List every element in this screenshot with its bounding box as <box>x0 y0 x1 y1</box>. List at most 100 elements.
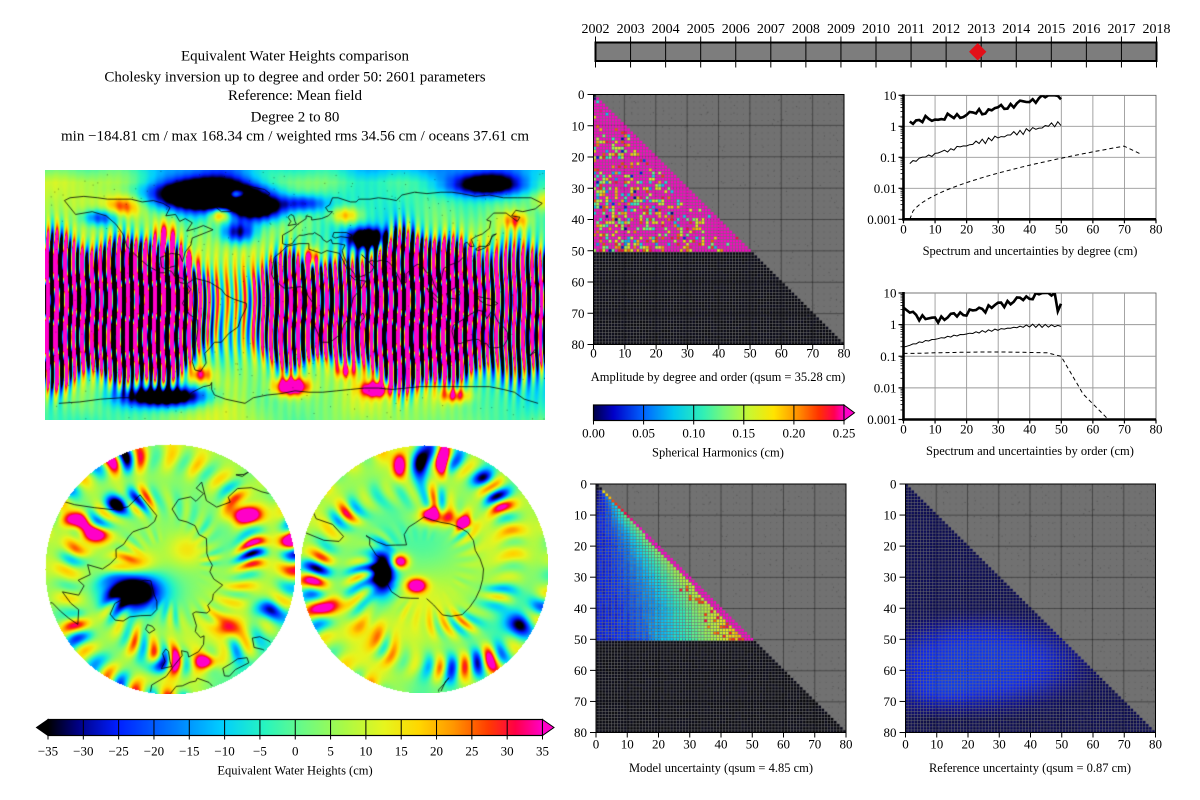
svg-text:10: 10 <box>359 744 372 759</box>
svg-text:30: 30 <box>992 422 1005 437</box>
svg-text:2007: 2007 <box>757 22 785 37</box>
svg-text:0: 0 <box>581 477 588 492</box>
svg-text:80: 80 <box>572 337 585 352</box>
svg-text:2013: 2013 <box>967 22 995 37</box>
svg-text:80: 80 <box>884 725 897 740</box>
svg-text:0.01: 0.01 <box>874 181 897 196</box>
svg-text:2004: 2004 <box>652 22 680 37</box>
svg-text:0: 0 <box>590 346 597 361</box>
svg-text:30: 30 <box>683 737 696 752</box>
svg-text:20: 20 <box>960 422 973 437</box>
svg-text:2002: 2002 <box>582 22 610 37</box>
svg-text:0.10: 0.10 <box>682 426 705 441</box>
svg-text:80: 80 <box>1150 422 1163 437</box>
svg-text:70: 70 <box>1118 422 1131 437</box>
svg-text:2008: 2008 <box>792 22 820 37</box>
svg-text:Model uncertainty (qsum = 4.85: Model uncertainty (qsum = 4.85 cm) <box>629 761 813 775</box>
svg-text:Equivalent Water Heights (cm): Equivalent Water Heights (cm) <box>217 764 372 778</box>
svg-text:20: 20 <box>430 744 443 759</box>
svg-text:60: 60 <box>1086 222 1099 237</box>
svg-text:2015: 2015 <box>1037 22 1065 37</box>
svg-text:−5: −5 <box>253 744 267 759</box>
svg-text:0: 0 <box>578 87 585 102</box>
svg-text:50: 50 <box>1055 737 1068 752</box>
svg-text:2003: 2003 <box>617 22 645 37</box>
svg-text:20: 20 <box>650 346 663 361</box>
svg-text:0.001: 0.001 <box>867 212 896 227</box>
svg-text:0.25: 0.25 <box>833 426 856 441</box>
svg-text:0: 0 <box>890 477 897 492</box>
svg-text:80: 80 <box>840 737 853 752</box>
svg-text:70: 70 <box>806 346 819 361</box>
svg-text:2006: 2006 <box>722 22 750 37</box>
svg-text:10: 10 <box>884 286 897 301</box>
svg-text:40: 40 <box>572 212 585 227</box>
svg-text:15: 15 <box>395 744 408 759</box>
svg-text:10: 10 <box>929 422 942 437</box>
svg-text:70: 70 <box>1118 222 1131 237</box>
svg-text:2005: 2005 <box>687 22 715 37</box>
svg-text:0.05: 0.05 <box>632 426 655 441</box>
svg-text:Degree 2 to 80: Degree 2 to 80 <box>251 110 340 126</box>
svg-text:40: 40 <box>574 601 587 616</box>
svg-text:70: 70 <box>572 306 585 321</box>
svg-text:2014: 2014 <box>1002 22 1030 37</box>
svg-text:70: 70 <box>808 737 821 752</box>
svg-text:min −184.81 cm / max 168.34 cm: min −184.81 cm / max 168.34 cm / weighte… <box>61 129 529 145</box>
svg-text:40: 40 <box>715 737 728 752</box>
svg-text:30: 30 <box>572 181 585 196</box>
svg-text:2016: 2016 <box>1072 22 1100 37</box>
svg-text:60: 60 <box>777 737 790 752</box>
svg-text:60: 60 <box>572 275 585 290</box>
svg-text:2012: 2012 <box>932 22 960 37</box>
svg-text:0.15: 0.15 <box>732 426 755 441</box>
svg-text:40: 40 <box>1024 737 1037 752</box>
svg-text:10: 10 <box>930 737 943 752</box>
svg-text:20: 20 <box>884 539 897 554</box>
svg-text:10: 10 <box>618 346 631 361</box>
svg-text:20: 20 <box>574 539 587 554</box>
svg-text:20: 20 <box>572 150 585 165</box>
svg-text:2018: 2018 <box>1143 22 1171 37</box>
svg-text:0.001: 0.001 <box>867 412 896 427</box>
svg-text:30: 30 <box>501 744 514 759</box>
svg-text:Spherical Harmonics (cm): Spherical Harmonics (cm) <box>652 446 784 460</box>
svg-text:25: 25 <box>465 744 478 759</box>
svg-text:30: 30 <box>884 570 897 585</box>
svg-text:35: 35 <box>536 744 549 759</box>
svg-text:20: 20 <box>960 222 973 237</box>
svg-text:−15: −15 <box>179 744 199 759</box>
svg-text:30: 30 <box>574 570 587 585</box>
svg-text:2010: 2010 <box>862 22 890 37</box>
svg-text:0.1: 0.1 <box>880 349 896 364</box>
svg-text:50: 50 <box>1055 222 1068 237</box>
svg-text:30: 30 <box>681 346 694 361</box>
svg-text:10: 10 <box>574 508 587 523</box>
svg-text:2009: 2009 <box>827 22 855 37</box>
svg-text:30: 30 <box>993 737 1006 752</box>
svg-text:0.1: 0.1 <box>880 150 896 165</box>
svg-text:70: 70 <box>1118 737 1131 752</box>
svg-text:2011: 2011 <box>897 22 924 37</box>
svg-text:−30: −30 <box>73 744 93 759</box>
svg-text:0: 0 <box>593 737 600 752</box>
svg-text:0.20: 0.20 <box>783 426 806 441</box>
svg-text:80: 80 <box>1149 737 1162 752</box>
svg-text:0: 0 <box>900 422 907 437</box>
svg-text:10: 10 <box>884 88 897 103</box>
svg-text:0: 0 <box>900 222 907 237</box>
svg-text:60: 60 <box>1086 422 1099 437</box>
svg-text:70: 70 <box>884 694 897 709</box>
svg-text:40: 40 <box>1023 422 1036 437</box>
svg-text:50: 50 <box>884 632 897 647</box>
svg-text:5: 5 <box>327 744 334 759</box>
svg-text:50: 50 <box>574 632 587 647</box>
svg-text:80: 80 <box>574 725 587 740</box>
svg-text:2017: 2017 <box>1107 22 1135 37</box>
svg-text:50: 50 <box>744 346 757 361</box>
svg-text:−10: −10 <box>214 744 234 759</box>
svg-text:Equivalent Water Heights compa: Equivalent Water Heights comparison <box>181 49 410 65</box>
svg-text:Reference: Mean field: Reference: Mean field <box>228 88 363 104</box>
svg-text:80: 80 <box>1150 222 1163 237</box>
svg-text:Spectrum and uncertainties by: Spectrum and uncertainties by degree (cm… <box>923 244 1138 258</box>
